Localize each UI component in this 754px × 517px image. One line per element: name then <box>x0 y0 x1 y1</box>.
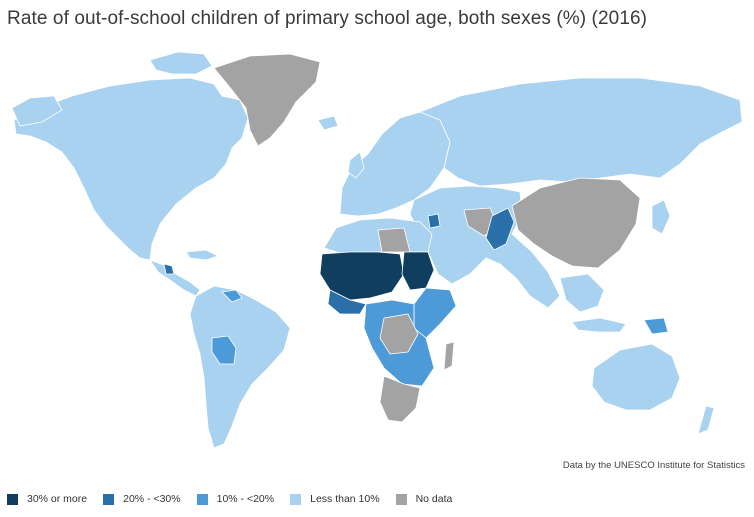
region-east-africa <box>413 287 457 339</box>
region-bolivia <box>211 335 237 365</box>
region-libya <box>377 227 411 253</box>
region-guatemala <box>163 263 175 275</box>
region-madagascar <box>443 341 455 371</box>
region-new-zealand <box>697 405 715 435</box>
legend-item-less-than-10: Less than 10% <box>290 493 380 505</box>
region-north-africa <box>323 217 433 257</box>
region-china <box>511 177 641 269</box>
region-japan <box>651 199 671 235</box>
region-pakistan <box>485 207 515 251</box>
legend-label: Less than 10% <box>310 493 380 505</box>
region-russia <box>418 77 743 187</box>
legend-swatch <box>103 493 115 505</box>
region-syria <box>427 213 441 229</box>
region-central-america <box>148 259 201 297</box>
region-canada-islands <box>149 51 213 75</box>
region-dr-congo <box>379 313 419 355</box>
region-middle-east-asia <box>409 185 561 309</box>
legend-swatch <box>395 493 407 505</box>
region-southern-africa <box>379 375 421 423</box>
legend-label: 20% - <30% <box>123 493 181 505</box>
region-alaska <box>11 95 63 127</box>
region-papua-new-guinea <box>643 317 669 335</box>
region-caribbean <box>185 249 220 261</box>
legend-label: No data <box>415 493 453 505</box>
world-map <box>11 51 743 449</box>
legend-item-no-data: No data <box>395 493 453 505</box>
legend-swatch <box>290 493 302 505</box>
map-title: Rate of out-of-school children of primar… <box>7 8 648 29</box>
region-greenland <box>213 53 321 147</box>
legend-item-30-or-more: 30% or more <box>7 493 87 505</box>
region-west-africa-coast <box>327 289 367 315</box>
legend-item-20-30: 20% - <30% <box>103 493 181 505</box>
region-iceland <box>317 115 339 131</box>
region-southeast-asia <box>559 273 605 313</box>
source-note: Data by the UNESCO Institute for Statist… <box>562 460 745 471</box>
region-sahel <box>319 251 405 301</box>
region-australia <box>591 343 681 411</box>
region-uk <box>347 151 365 179</box>
region-indonesia <box>571 317 627 333</box>
region-venezuela <box>221 289 243 303</box>
region-sudan <box>401 251 435 291</box>
legend-label: 10% - <20% <box>216 493 275 505</box>
region-south-america <box>189 285 291 449</box>
legend-swatch <box>7 493 18 505</box>
map-legend: 30% or more 20% - <30% 10% - <20% Less t… <box>7 493 468 505</box>
legend-swatch <box>196 493 208 505</box>
region-north-america <box>13 77 249 261</box>
legend-label: 30% or more <box>27 493 88 505</box>
legend-item-10-20: 10% - <20% <box>196 493 275 505</box>
